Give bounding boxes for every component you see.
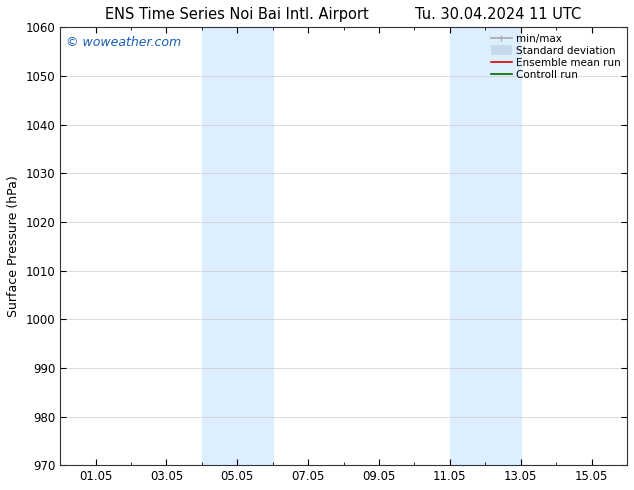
- Title: ENS Time Series Noi Bai Intl. Airport          Tu. 30.04.2024 11 UTC: ENS Time Series Noi Bai Intl. Airport Tu…: [105, 7, 582, 22]
- Bar: [450, 27, 521, 465]
- Legend: min/max, Standard deviation, Ensemble mean run, Controll run: min/max, Standard deviation, Ensemble me…: [487, 29, 625, 84]
- Text: © woweather.com: © woweather.com: [66, 36, 181, 49]
- Bar: [202, 27, 273, 465]
- Y-axis label: Surface Pressure (hPa): Surface Pressure (hPa): [7, 175, 20, 317]
